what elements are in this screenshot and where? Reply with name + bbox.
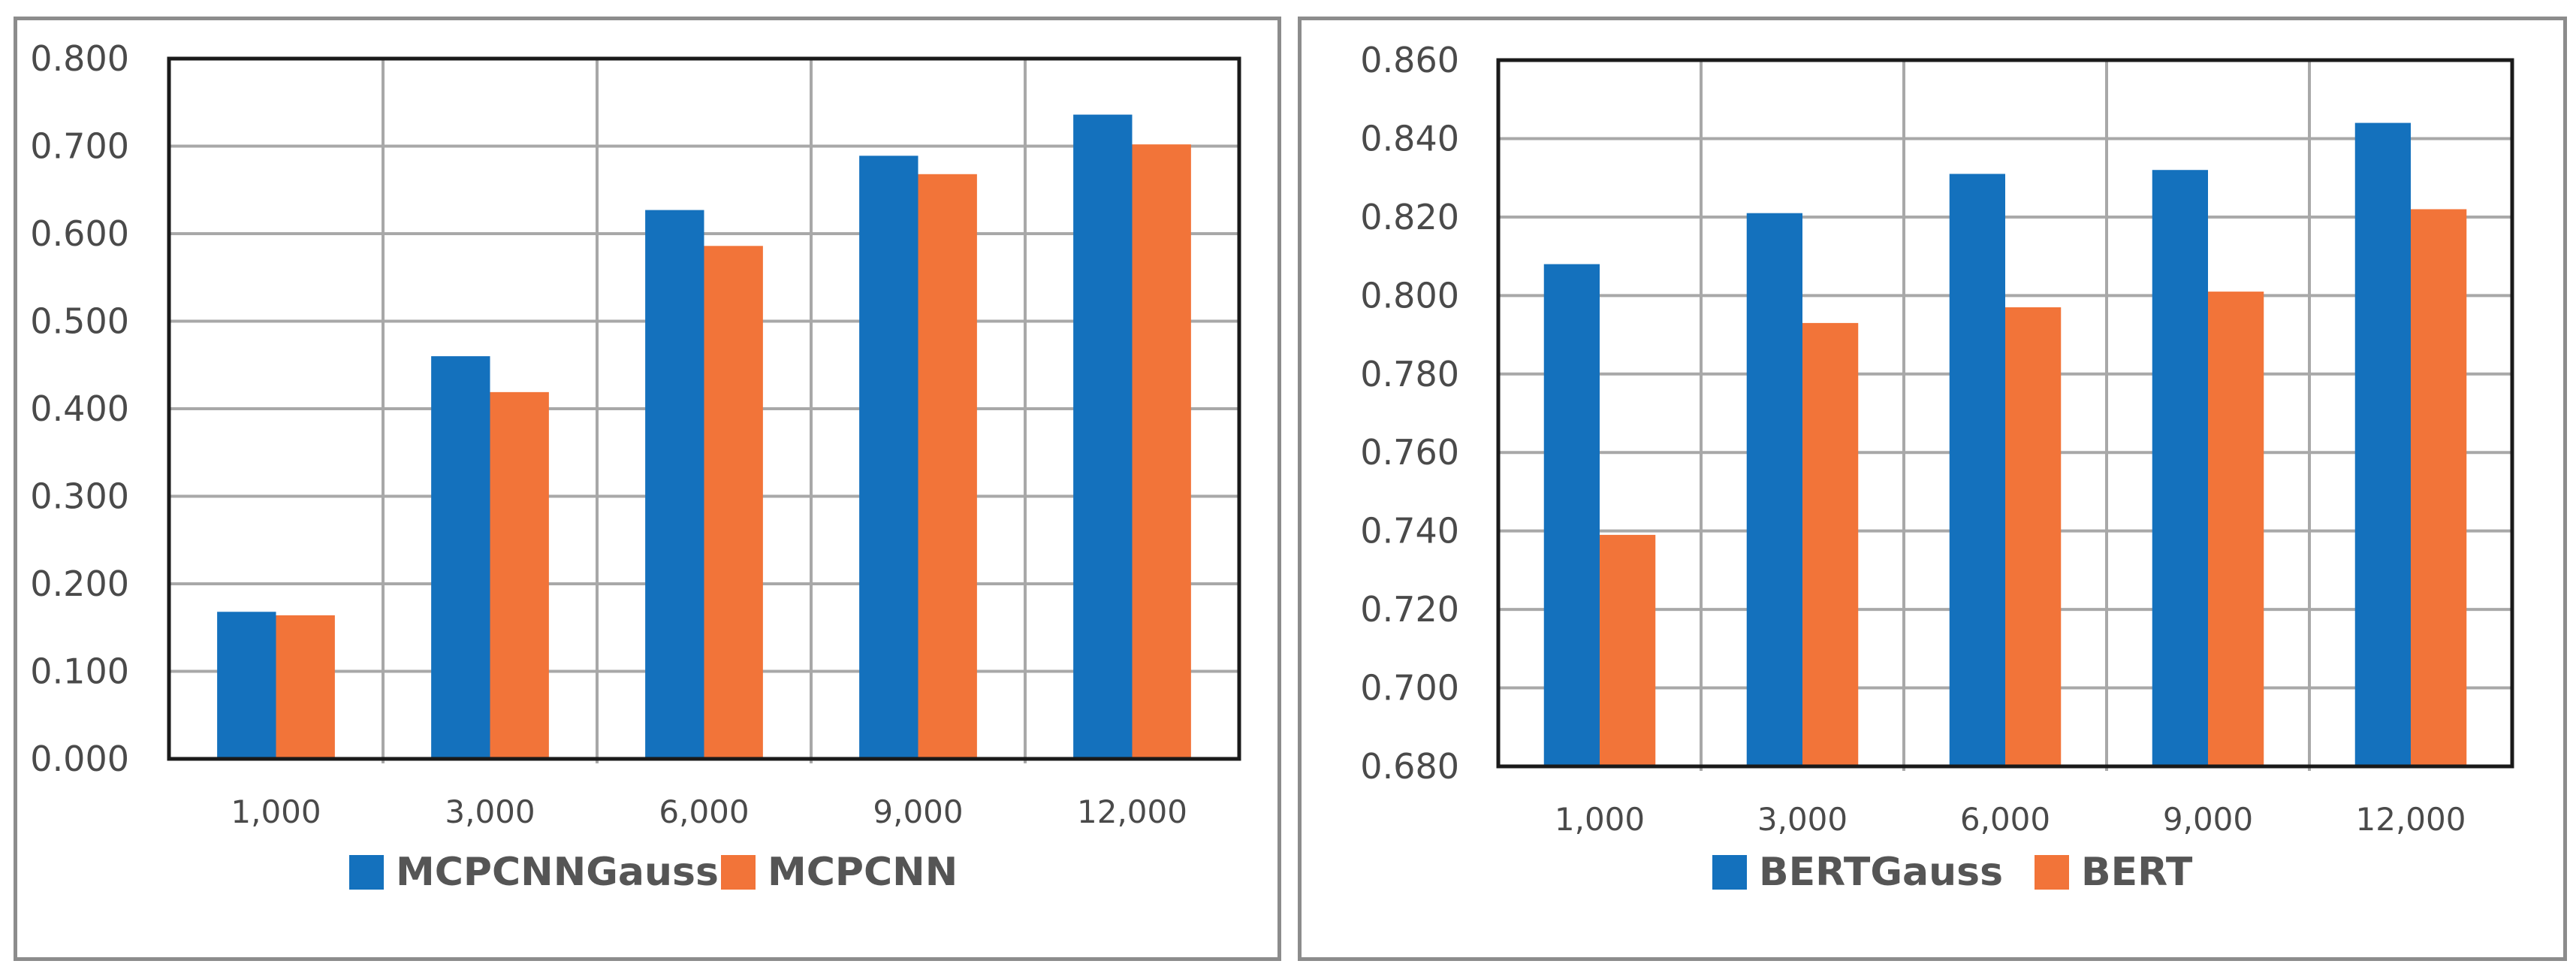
legend-label: BERT <box>2081 850 2193 895</box>
x-tick-label: 12,000 <box>2356 801 2466 838</box>
bar-mcpcnngauss-4 <box>1073 114 1133 759</box>
y-tick-label: 0.680 <box>1360 746 1459 787</box>
legend-swatch <box>721 855 756 890</box>
bar-bertgauss-1 <box>1746 213 1802 767</box>
bar-bert-4 <box>2411 209 2467 766</box>
bar-mcpcnn-4 <box>1132 144 1191 760</box>
bar-bertgauss-3 <box>2152 170 2208 766</box>
legend-label: MCPCNNGauss <box>396 850 719 895</box>
legend-label: MCPCNN <box>768 850 958 895</box>
y-tick-label: 0.300 <box>30 476 129 517</box>
y-tick-label: 0.700 <box>30 126 129 167</box>
y-tick-label: 0.820 <box>1360 197 1459 237</box>
y-tick-label: 0.000 <box>30 739 129 779</box>
legend-swatch <box>2035 855 2069 890</box>
y-tick-label: 0.800 <box>1360 275 1459 316</box>
bar-mcpcnn-2 <box>704 246 763 759</box>
bar-mcpcnn-1 <box>490 391 549 759</box>
y-tick-label: 0.760 <box>1360 432 1459 473</box>
x-tick-label: 9,000 <box>873 793 963 830</box>
y-tick-label: 0.500 <box>30 301 129 342</box>
x-tick-label: 9,000 <box>2163 801 2253 838</box>
y-tick-label: 0.200 <box>30 564 129 604</box>
bar-mcpcnngauss-2 <box>645 210 704 759</box>
x-tick-label: 3,000 <box>445 793 535 830</box>
y-tick-label: 0.700 <box>1360 668 1459 709</box>
bar-mcpcnngauss-1 <box>431 356 490 760</box>
y-tick-label: 0.780 <box>1360 354 1459 394</box>
y-tick-label: 0.720 <box>1360 589 1459 630</box>
x-tick-label: 1,000 <box>231 793 321 830</box>
y-tick-label: 0.100 <box>30 651 129 692</box>
chart-right: 0.680 0.700 0.720 0.740 0.760 0.780 0.800 0.820… <box>1360 40 2514 895</box>
legend-swatch <box>349 855 384 890</box>
chart-left: 0.000 0.100 0.200 0.300 0.400 0.500 0.600 0.700… <box>30 38 1241 895</box>
y-tick-label: 0.860 <box>1360 40 1459 80</box>
bar-mcpcnn-0 <box>276 615 335 759</box>
bar-bert-2 <box>2005 307 2062 766</box>
bar-bert-0 <box>1600 534 1656 766</box>
x-tick-label: 3,000 <box>1757 801 1848 838</box>
x-tick-label: 6,000 <box>1960 801 2050 838</box>
bar-mcpcnngauss-3 <box>859 156 918 759</box>
legend-label: BERTGauss <box>1759 850 2003 895</box>
bar-mcpcnngauss-0 <box>217 612 276 759</box>
bar-bertgauss-0 <box>1543 264 1600 766</box>
bar-bert-1 <box>1802 322 1859 766</box>
bar-bertgauss-2 <box>1949 174 2005 766</box>
bar-bertgauss-4 <box>2354 122 2411 767</box>
x-tick-label: 6,000 <box>659 793 749 830</box>
y-tick-label: 0.740 <box>1360 511 1459 551</box>
x-tick-label: 1,000 <box>1555 801 1645 838</box>
y-tick-label: 0.600 <box>30 213 129 254</box>
y-tick-label: 0.400 <box>30 388 129 429</box>
x-tick-label: 12,000 <box>1077 793 1187 830</box>
bar-bert-3 <box>2208 292 2264 767</box>
y-tick-label: 0.840 <box>1360 118 1459 159</box>
legend-swatch <box>1712 855 1747 890</box>
y-tick-label: 0.800 <box>30 38 129 79</box>
bar-mcpcnn-3 <box>918 174 977 759</box>
